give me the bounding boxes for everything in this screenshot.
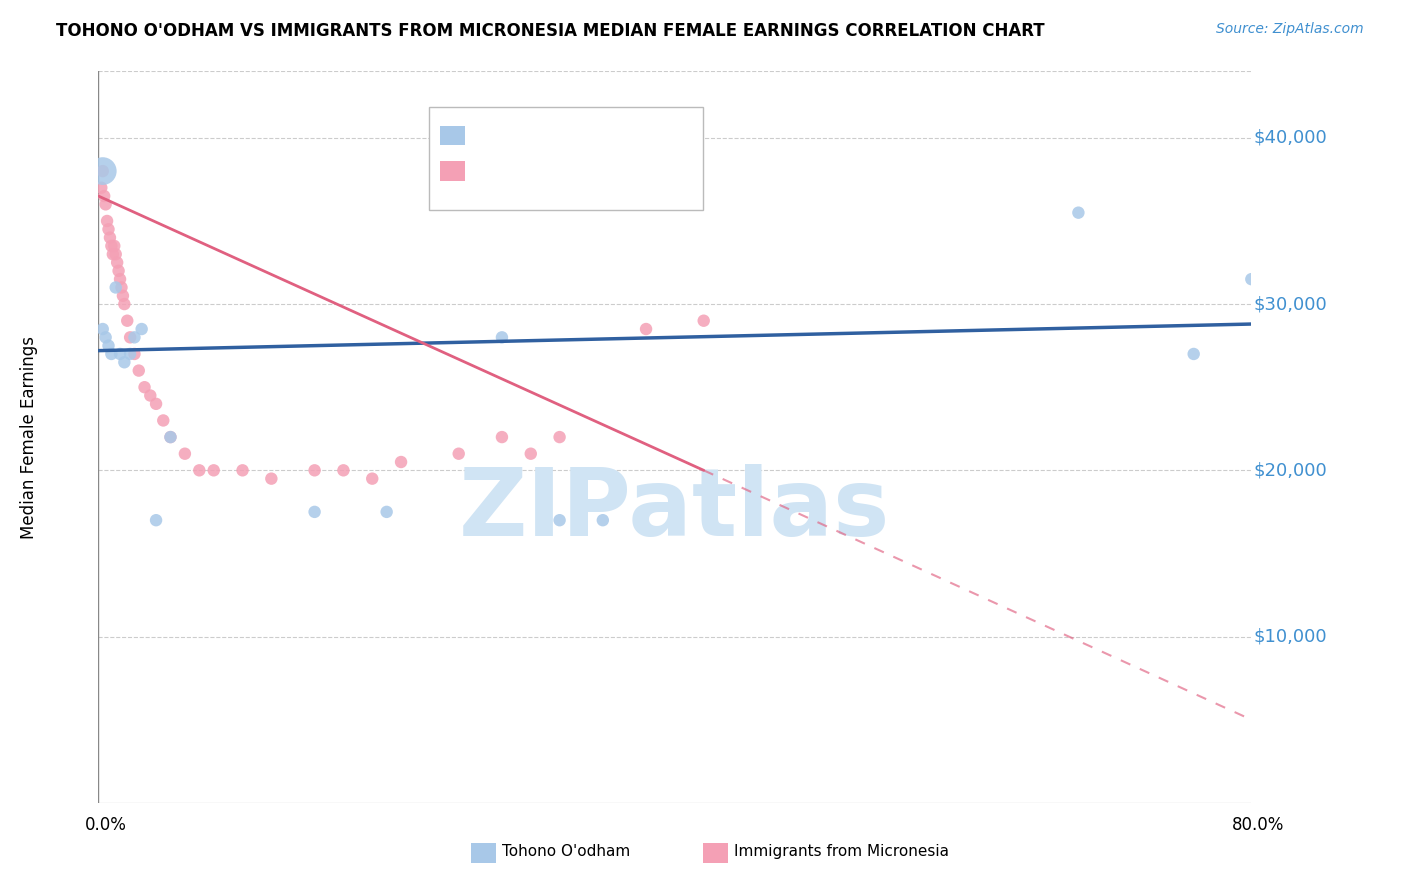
Point (592, 513, 614, 527)
Point (105, 255, 128, 269)
Text: 0.0%: 0.0% (84, 816, 127, 834)
Point (520, 447, 543, 461)
Point (112, 297, 135, 311)
Text: ZIPatlas: ZIPatlas (460, 464, 890, 557)
Point (124, 347, 146, 361)
Point (332, 463, 354, 477)
Point (97, 222, 120, 236)
Text: $20,000: $20,000 (1254, 461, 1327, 479)
Point (447, 447, 470, 461)
Point (111, 289, 134, 303)
Point (159, 430, 181, 444)
Text: 0.036: 0.036 (524, 127, 576, 145)
Point (139, 388, 162, 402)
Point (94, 330, 117, 344)
Point (124, 330, 146, 344)
Text: $40,000: $40,000 (1254, 128, 1327, 147)
Point (117, 314, 139, 328)
Point (548, 430, 571, 444)
Point (100, 239, 122, 253)
Point (134, 380, 156, 394)
Point (107, 264, 129, 278)
Point (108, 272, 131, 286)
Point (1240, 272, 1263, 286)
Point (101, 247, 124, 261)
Text: N =: N = (595, 162, 626, 180)
Text: $10,000: $10,000 (1254, 628, 1327, 646)
Point (91, 322, 114, 336)
Point (108, 347, 131, 361)
Point (491, 330, 513, 344)
Text: N =: N = (595, 127, 626, 145)
Text: Median Female Earnings: Median Female Earnings (20, 335, 38, 539)
Point (693, 314, 716, 328)
Text: Source: ZipAtlas.com: Source: ZipAtlas.com (1216, 22, 1364, 37)
Text: Immigrants from Micronesia: Immigrants from Micronesia (734, 845, 949, 859)
Point (260, 472, 283, 486)
Point (103, 239, 125, 253)
Point (120, 347, 142, 361)
Point (94, 197, 117, 211)
Point (159, 430, 181, 444)
Point (361, 472, 384, 486)
Text: 42: 42 (640, 162, 664, 180)
Point (152, 413, 174, 427)
Point (636, 322, 658, 336)
Point (1182, 347, 1205, 361)
Point (93, 189, 115, 203)
Point (145, 397, 167, 411)
Text: 80.0%: 80.0% (1232, 816, 1285, 834)
Point (304, 505, 326, 519)
Point (389, 455, 412, 469)
Point (131, 322, 153, 336)
Text: Tohono O'odham: Tohono O'odham (502, 845, 630, 859)
Point (104, 280, 127, 294)
Text: R =: R = (477, 162, 508, 180)
Text: -0.374: -0.374 (520, 162, 579, 180)
Point (96, 214, 118, 228)
Point (231, 463, 254, 477)
Text: 21: 21 (640, 127, 662, 145)
Point (1067, 205, 1090, 219)
Point (100, 347, 122, 361)
Point (91, 164, 114, 178)
Point (112, 355, 135, 369)
Point (98, 230, 121, 244)
Text: R =: R = (477, 127, 508, 145)
Point (90, 180, 112, 194)
Point (120, 330, 142, 344)
Point (91, 164, 114, 178)
Point (145, 513, 167, 527)
Point (174, 447, 197, 461)
Point (202, 463, 225, 477)
Point (548, 513, 571, 527)
Point (104, 247, 127, 261)
Point (491, 430, 513, 444)
Point (110, 280, 132, 294)
Point (128, 363, 150, 377)
Text: TOHONO O'ODHAM VS IMMIGRANTS FROM MICRONESIA MEDIAN FEMALE EARNINGS CORRELATION : TOHONO O'ODHAM VS IMMIGRANTS FROM MICRON… (56, 22, 1045, 40)
Point (304, 463, 326, 477)
Point (188, 463, 211, 477)
Point (97, 338, 120, 352)
Text: $30,000: $30,000 (1254, 295, 1327, 313)
Point (375, 505, 398, 519)
